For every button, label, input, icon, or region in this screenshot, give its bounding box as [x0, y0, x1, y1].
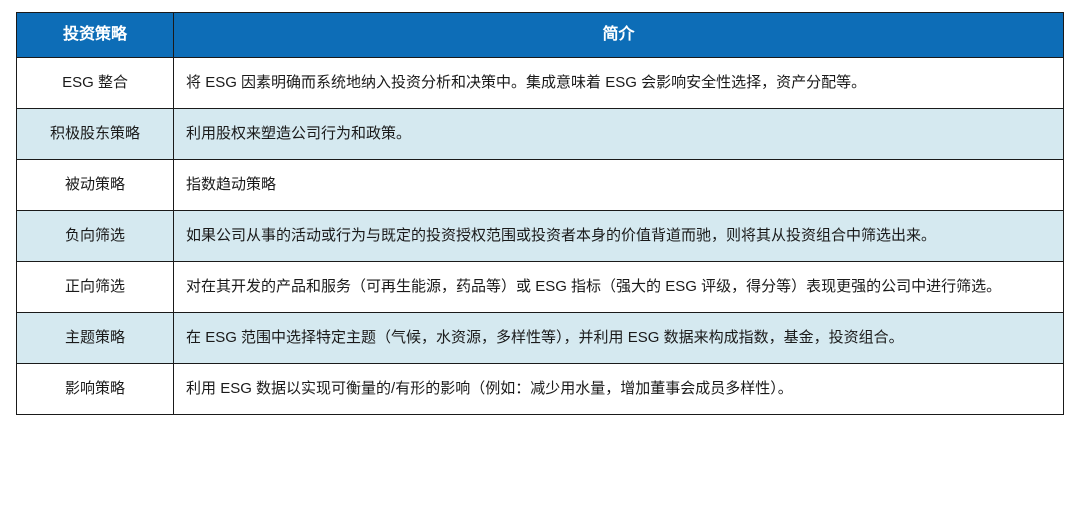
cell-strategy: ESG 整合 — [17, 58, 174, 109]
cell-desc: 将 ESG 因素明确而系统地纳入投资分析和决策中。集成意味着 ESG 会影响安全… — [174, 58, 1064, 109]
col-header-desc: 简介 — [174, 13, 1064, 58]
table-row: 负向筛选 如果公司从事的活动或行为与既定的投资授权范围或投资者本身的价值背道而驰… — [17, 211, 1064, 262]
table-row: 影响策略 利用 ESG 数据以实现可衡量的/有形的影响（例如：减少用水量，增加董… — [17, 364, 1064, 415]
table-header-row: 投资策略 简介 — [17, 13, 1064, 58]
table-row: 正向筛选 对在其开发的产品和服务（可再生能源，药品等）或 ESG 指标（强大的 … — [17, 262, 1064, 313]
cell-strategy: 被动策略 — [17, 160, 174, 211]
cell-strategy: 积极股东策略 — [17, 109, 174, 160]
table-body: ESG 整合 将 ESG 因素明确而系统地纳入投资分析和决策中。集成意味着 ES… — [17, 58, 1064, 415]
cell-desc: 利用 ESG 数据以实现可衡量的/有形的影响（例如：减少用水量，增加董事会成员多… — [174, 364, 1064, 415]
cell-desc: 在 ESG 范围中选择特定主题（气候，水资源，多样性等），并利用 ESG 数据来… — [174, 313, 1064, 364]
cell-desc: 利用股权来塑造公司行为和政策。 — [174, 109, 1064, 160]
table-row: 积极股东策略 利用股权来塑造公司行为和政策。 — [17, 109, 1064, 160]
cell-desc: 对在其开发的产品和服务（可再生能源，药品等）或 ESG 指标（强大的 ESG 评… — [174, 262, 1064, 313]
cell-strategy: 影响策略 — [17, 364, 174, 415]
cell-strategy: 主题策略 — [17, 313, 174, 364]
cell-strategy: 正向筛选 — [17, 262, 174, 313]
table-row: 被动策略 指数趋动策略 — [17, 160, 1064, 211]
strategy-table: 投资策略 简介 ESG 整合 将 ESG 因素明确而系统地纳入投资分析和决策中。… — [16, 12, 1064, 415]
cell-strategy: 负向筛选 — [17, 211, 174, 262]
col-header-strategy: 投资策略 — [17, 13, 174, 58]
table-row: 主题策略 在 ESG 范围中选择特定主题（气候，水资源，多样性等），并利用 ES… — [17, 313, 1064, 364]
cell-desc: 如果公司从事的活动或行为与既定的投资授权范围或投资者本身的价值背道而驰，则将其从… — [174, 211, 1064, 262]
cell-desc: 指数趋动策略 — [174, 160, 1064, 211]
table-row: ESG 整合 将 ESG 因素明确而系统地纳入投资分析和决策中。集成意味着 ES… — [17, 58, 1064, 109]
